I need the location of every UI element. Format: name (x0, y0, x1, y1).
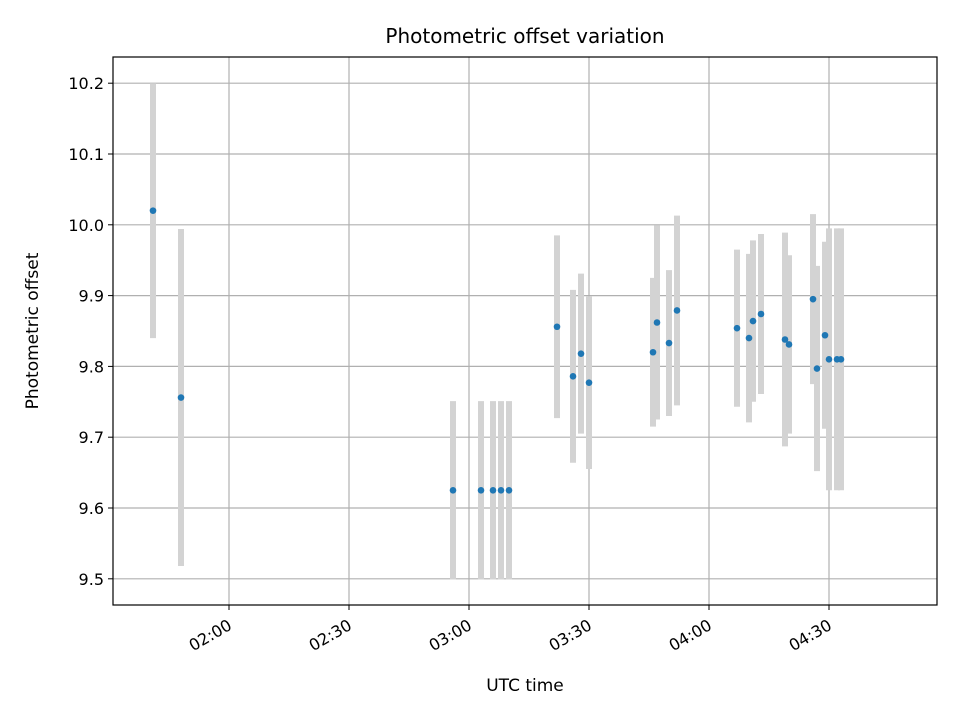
data-point (745, 334, 753, 342)
data-point (477, 487, 485, 494)
y-tick-label: 9.8 (79, 357, 104, 376)
data-point (665, 339, 673, 347)
data-point (813, 365, 821, 372)
data-point (449, 487, 457, 494)
data-point (749, 317, 757, 325)
data-point (653, 319, 661, 326)
data-point (821, 331, 829, 339)
y-tick-label: 9.7 (79, 428, 104, 447)
y-tick-label: 9.6 (79, 499, 104, 518)
data-point (149, 207, 157, 214)
data-point (585, 379, 593, 386)
y-axis-label: Photometric offset (23, 252, 43, 409)
data-point (553, 323, 561, 331)
data-points (149, 207, 845, 494)
data-point (177, 394, 185, 401)
data-point (785, 341, 793, 348)
y-tick-label: 10.1 (68, 145, 104, 164)
y-axis: 9.5 9.6 9.7 9.8 9.9 10.0 10.1 10.2 (68, 74, 113, 589)
grid (113, 57, 937, 605)
chart-title: Photometric offset variation (385, 24, 664, 48)
data-point (825, 356, 833, 363)
data-point (837, 356, 845, 363)
data-point (489, 487, 497, 494)
data-point (577, 350, 585, 357)
data-point (733, 324, 741, 332)
x-axis-label: UTC time (486, 676, 564, 696)
y-tick-label: 10.2 (68, 74, 104, 93)
data-point (649, 348, 657, 356)
plot-frame (112, 56, 938, 606)
data-point (809, 295, 817, 303)
data-point (569, 373, 577, 380)
data-point (757, 310, 765, 318)
y-tick-label: 10.0 (68, 216, 104, 235)
y-tick-label: 9.5 (79, 570, 104, 589)
data-point (781, 336, 789, 343)
data-point (497, 487, 505, 494)
data-point (673, 307, 681, 314)
data-point (505, 487, 513, 494)
y-tick-label: 9.9 (79, 287, 104, 306)
